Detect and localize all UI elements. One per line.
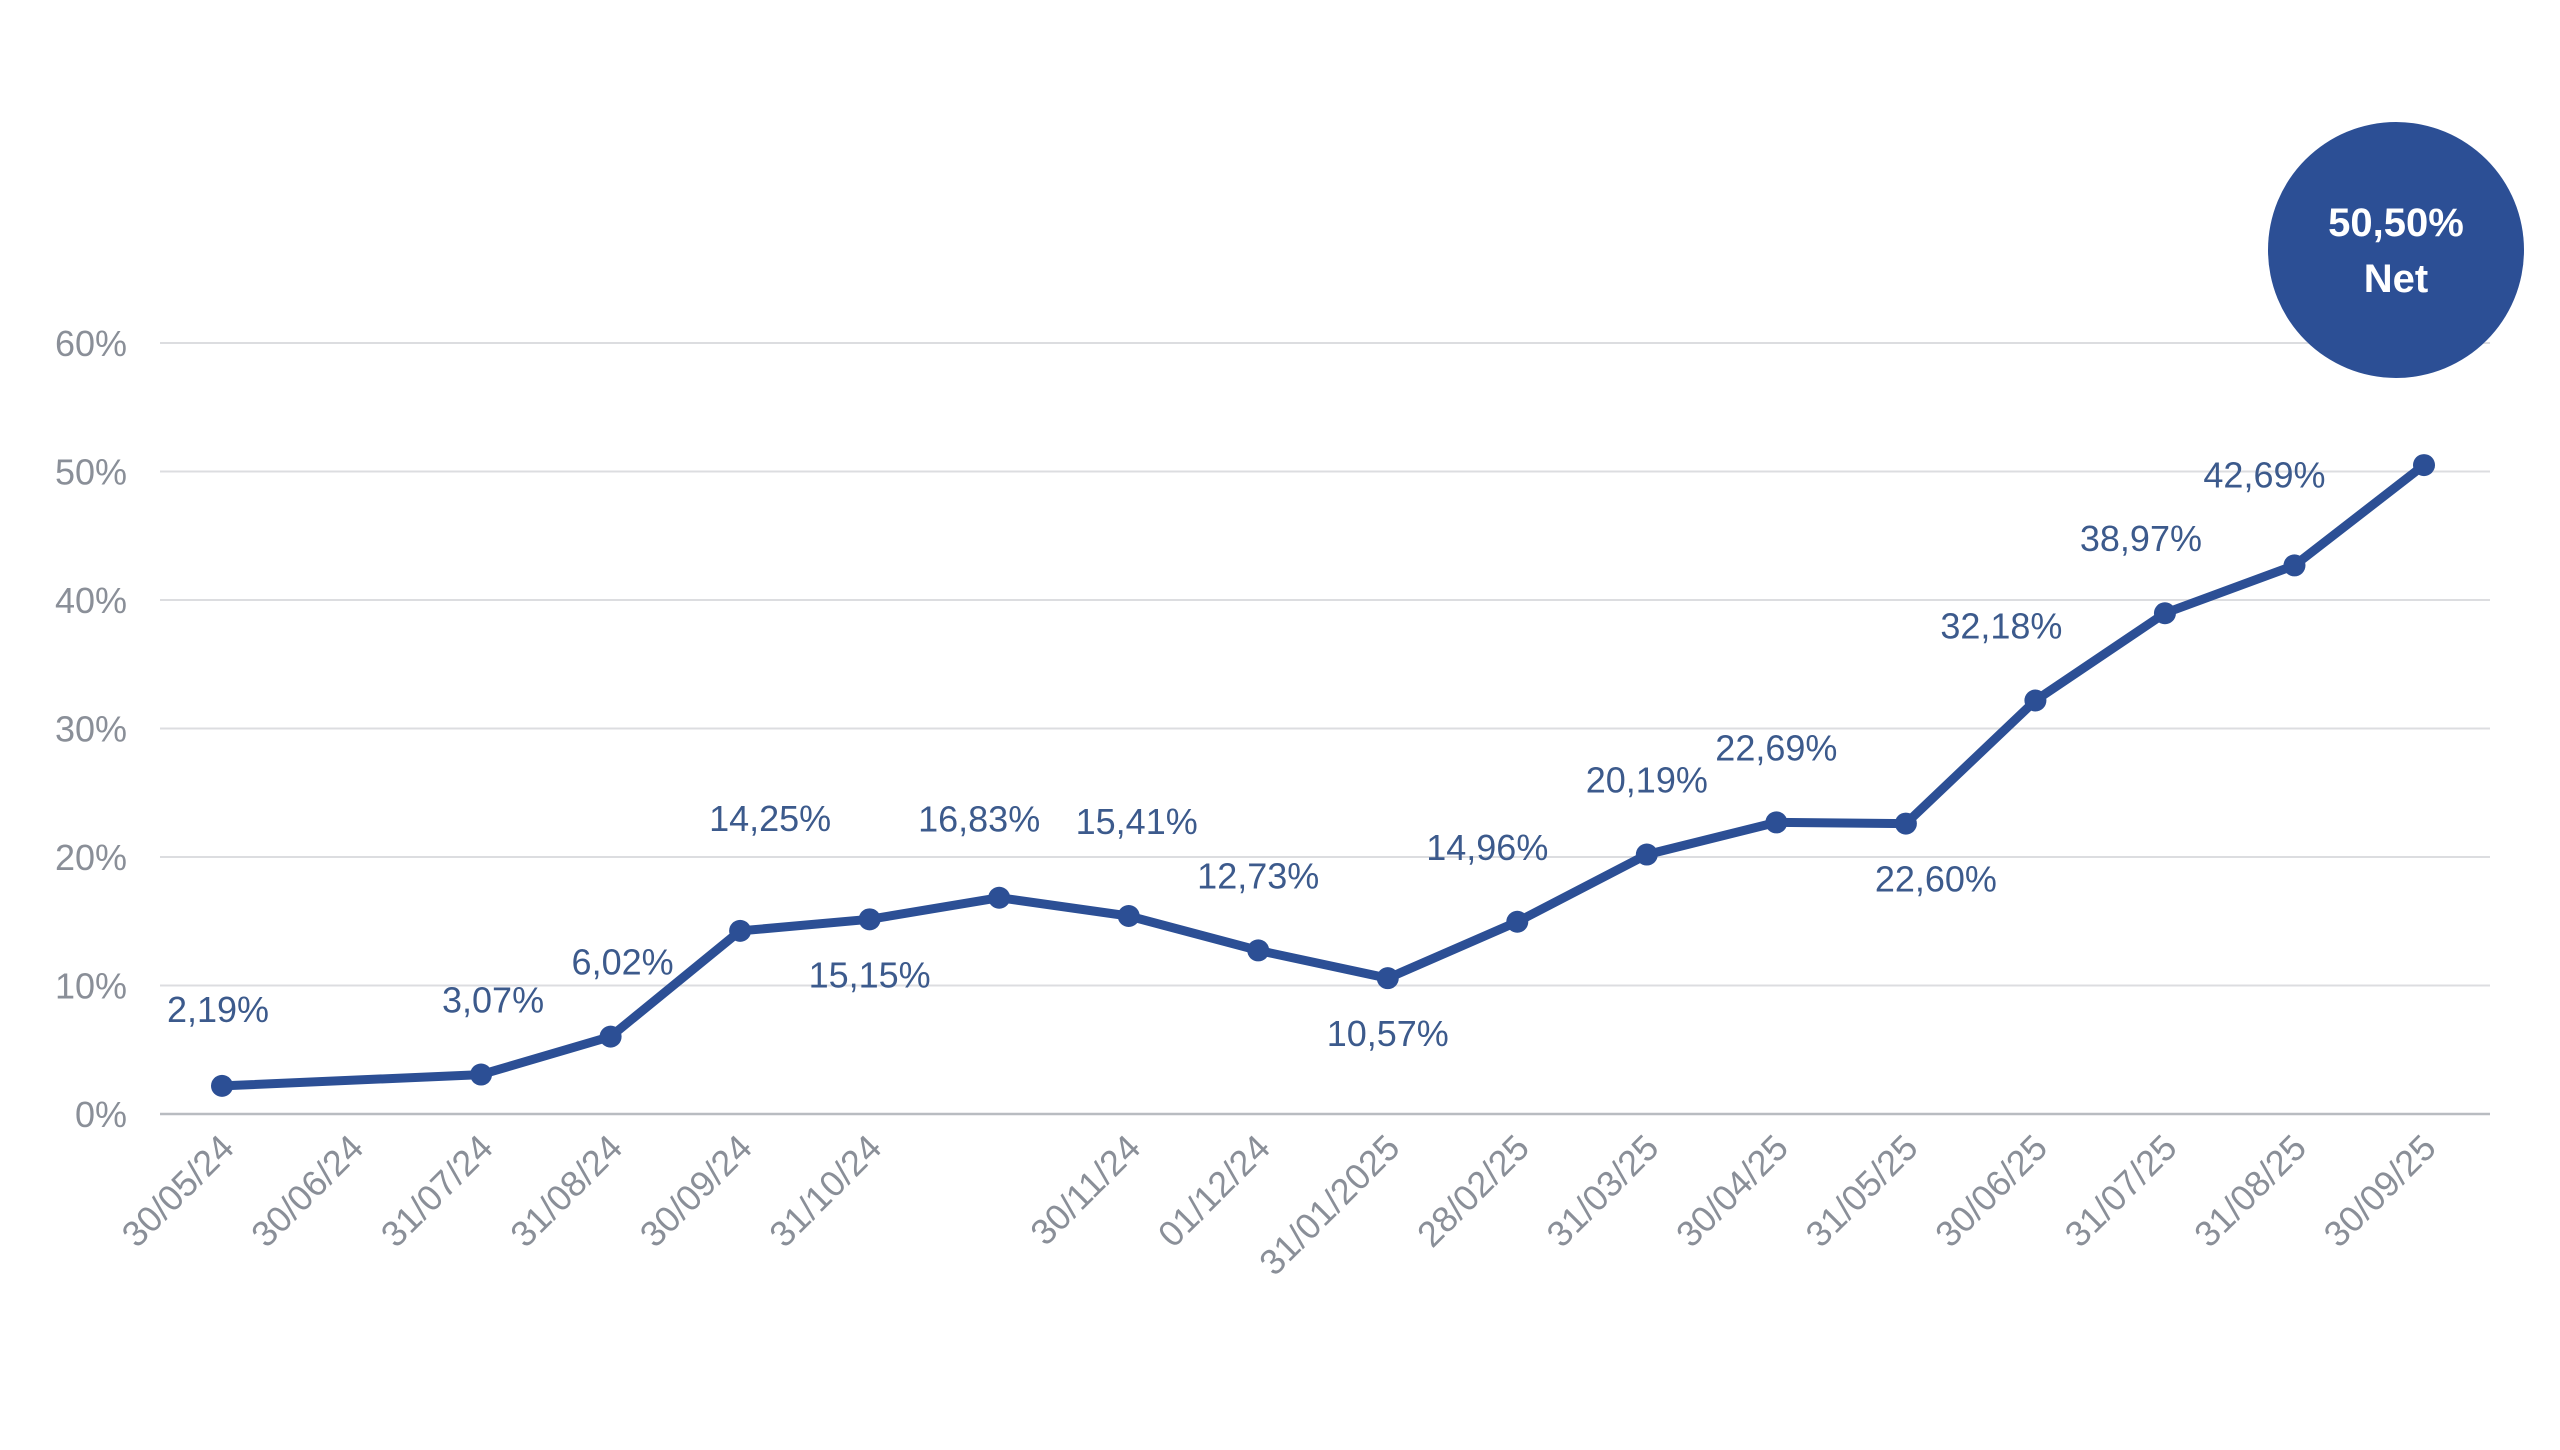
x-tick-label: 31/07/24 xyxy=(373,1127,501,1255)
y-tick-label: 10% xyxy=(55,966,127,1007)
y-axis-ticks: 0% 10% 20% 30% 40% 50% 60% xyxy=(55,323,127,1135)
x-axis-ticks: 30/05/24 30/06/24 31/07/24 31/08/24 30/09/24… xyxy=(114,1127,2444,1283)
data-label: 32,18% xyxy=(1940,605,2062,646)
x-tick-label: 01/12/24 xyxy=(1150,1127,1278,1255)
data-label: 14,96% xyxy=(1426,827,1548,868)
data-point xyxy=(1247,939,1270,962)
data-label: 20,19% xyxy=(1586,760,1708,801)
badge-circle xyxy=(2268,122,2524,378)
x-tick-label: 28/02/25 xyxy=(1409,1127,1537,1255)
data-point xyxy=(599,1025,622,1048)
data-label: 16,83% xyxy=(918,799,1040,840)
x-tick-label: 30/06/25 xyxy=(1927,1127,2055,1255)
x-tick-label: 31/07/25 xyxy=(2057,1127,2185,1255)
badge-value: 50,50% xyxy=(2328,201,2464,245)
data-point xyxy=(2283,554,2306,577)
gridlines xyxy=(160,342,2490,1116)
data-point xyxy=(2024,689,2047,712)
data-point xyxy=(1117,904,1140,927)
data-point xyxy=(2413,454,2435,477)
x-tick-label: 30/05/24 xyxy=(114,1127,242,1255)
data-point xyxy=(1506,910,1529,933)
highlight-badge: 50,50% Net xyxy=(2268,122,2524,378)
x-tick-label: 31/08/24 xyxy=(502,1127,630,1255)
data-label: 2,19% xyxy=(167,989,269,1030)
x-tick-label: 30/09/24 xyxy=(632,1127,760,1255)
data-point xyxy=(211,1074,233,1097)
data-label: 22,69% xyxy=(1715,727,1837,768)
data-point xyxy=(1894,812,1917,835)
badge-caption: Net xyxy=(2364,257,2428,301)
y-tick-label: 60% xyxy=(55,323,127,364)
y-tick-label: 30% xyxy=(55,709,127,750)
data-labels: 2,19% 3,07% 6,02% 14,25% 15,15% 16,83% 15,41% 1… xyxy=(167,454,2326,1054)
data-label: 10,57% xyxy=(1327,1013,1449,1054)
x-tick-label: 30/06/24 xyxy=(243,1127,371,1255)
y-tick-label: 40% xyxy=(55,580,127,621)
data-label: 15,15% xyxy=(809,954,931,995)
data-label: 12,73% xyxy=(1197,855,1319,896)
data-point xyxy=(2153,602,2176,625)
data-label: 3,07% xyxy=(442,980,544,1021)
x-tick-label: 30/04/25 xyxy=(1668,1127,1796,1255)
data-point xyxy=(1376,967,1399,990)
data-point xyxy=(988,886,1011,909)
data-label: 14,25% xyxy=(709,798,831,839)
x-tick-label: 31/10/24 xyxy=(761,1127,889,1255)
data-label: 22,60% xyxy=(1875,859,1997,900)
x-tick-label: 31/05/25 xyxy=(1797,1127,1925,1255)
data-label: 6,02% xyxy=(572,942,674,983)
y-tick-label: 20% xyxy=(55,837,127,878)
data-label: 38,97% xyxy=(2080,518,2202,559)
data-label: 15,41% xyxy=(1076,801,1198,842)
y-tick-label: 50% xyxy=(55,452,127,493)
data-point xyxy=(1765,811,1788,834)
x-tick-label: 30/11/24 xyxy=(1022,1127,1148,1253)
data-label: 42,69% xyxy=(2203,454,2325,495)
x-tick-label: 30/09/25 xyxy=(2316,1127,2444,1255)
y-tick-label: 0% xyxy=(75,1094,127,1135)
x-tick-label: 31/03/25 xyxy=(1538,1127,1666,1255)
data-point xyxy=(1635,843,1658,866)
data-point xyxy=(858,908,881,931)
x-tick-label: 31/08/25 xyxy=(2186,1127,2314,1255)
x-tick-label: 31/01/2025 xyxy=(1251,1127,1407,1283)
data-point xyxy=(470,1063,493,1086)
series-points xyxy=(211,454,2435,1097)
data-point xyxy=(729,919,752,942)
